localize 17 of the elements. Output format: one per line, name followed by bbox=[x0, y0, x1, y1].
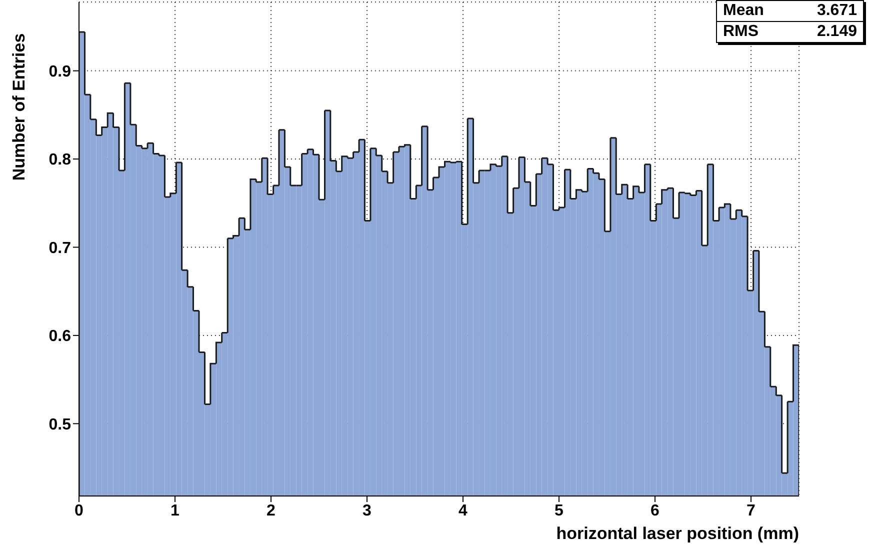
x-tick-label: 1 bbox=[170, 502, 180, 520]
y-axis-title: Number of Entries bbox=[10, 33, 30, 181]
x-tick-label: 7 bbox=[746, 502, 756, 520]
y-tick-label: 0.6 bbox=[48, 328, 72, 346]
x-tick-label: 2 bbox=[266, 502, 276, 520]
x-tick-label: 5 bbox=[554, 502, 564, 520]
text: Mean 3.671 bbox=[723, 2, 857, 19]
y-tick-label: 0.9 bbox=[48, 63, 72, 80]
y-tick-label: 0.8 bbox=[48, 152, 72, 169]
x-tick-label: 3 bbox=[362, 502, 372, 520]
x-tick-label: 0 bbox=[74, 502, 84, 520]
x-axis-title: horizontal laser position (mm) bbox=[556, 524, 799, 544]
x-tick-label: 6 bbox=[650, 502, 660, 520]
y-tick-label: 0.7 bbox=[48, 240, 72, 257]
y-tick-label: 0.5 bbox=[48, 416, 72, 434]
text: RMS 2.149 bbox=[723, 23, 857, 40]
x-tick-label: 4 bbox=[458, 502, 468, 520]
